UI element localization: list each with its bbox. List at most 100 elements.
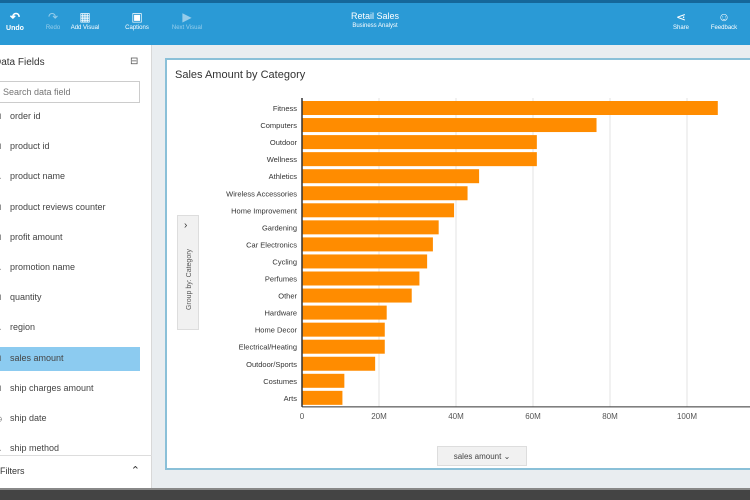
text-type-icon: A: [0, 265, 10, 272]
redo-button[interactable]: ↷ Redo: [28, 9, 78, 31]
add-visual-button[interactable]: ▦ Add Visual: [60, 9, 110, 31]
bar: [302, 356, 376, 371]
feedback-icon: ☺: [717, 10, 731, 24]
chevron-right-icon: ›: [184, 220, 188, 231]
bar: [302, 339, 385, 354]
field-item[interactable]: Aship method: [0, 437, 140, 461]
text-type-icon: A: [0, 325, 10, 332]
x-tick-label: 100M: [677, 412, 697, 421]
search-field-input[interactable]: [0, 81, 140, 103]
bar: [302, 305, 387, 320]
field-item[interactable]: Aproduct name: [0, 165, 140, 189]
chart-card: Sales Amount by Category › Group by: Cate…: [165, 58, 750, 470]
field-item[interactable]: .ılsales amount: [0, 346, 140, 371]
numeric-type-icon: .ıl: [0, 386, 10, 393]
report-title: Retail Sales Business Analyst: [350, 11, 400, 29]
category-label: Wellness: [267, 155, 298, 164]
chart-title: Sales Amount by Category: [175, 69, 306, 81]
field-item[interactable]: .ılproduct reviews counter: [0, 196, 140, 220]
bar: [302, 118, 597, 133]
field-label: ship method: [10, 443, 60, 454]
category-label: Fitness: [273, 104, 297, 113]
chevron-down-icon: ⌄: [503, 452, 511, 461]
bar: [302, 254, 428, 269]
bar: [302, 322, 385, 337]
field-label: promotion name: [10, 262, 76, 272]
share-button[interactable]: ⋖ Share: [656, 9, 706, 31]
field-item[interactable]: .ılorder id: [0, 105, 140, 129]
share-icon: ⋖: [675, 10, 687, 24]
numeric-type-icon: .ıl: [0, 235, 10, 242]
next-icon: ▶: [182, 10, 192, 24]
category-label: Home Decor: [255, 326, 298, 335]
measure-dropdown[interactable]: sales amount ⌄: [437, 446, 527, 466]
field-item[interactable]: Apromotion name: [0, 256, 140, 280]
field-item[interactable]: .ılship charges amount: [0, 377, 140, 401]
filters-section[interactable]: Filters ⌃: [0, 455, 152, 490]
category-label: Computers: [260, 121, 297, 130]
field-label: ship date: [10, 413, 47, 423]
add-visual-icon: ▦: [79, 10, 91, 24]
x-tick-label: 60M: [525, 412, 541, 421]
field-item[interactable]: Aregion: [0, 316, 140, 340]
category-label: Outdoor/Sports: [246, 360, 297, 369]
category-label: Home Improvement: [231, 206, 298, 215]
numeric-type-icon: .ıl: [0, 205, 10, 212]
category-label: Arts: [284, 394, 298, 403]
x-tick-label: 80M: [602, 412, 618, 421]
numeric-type-icon: .ıl: [0, 114, 10, 121]
x-tick-label: 20M: [371, 412, 387, 421]
top-toolbar: ↶ Undo ↷ Redo ▦ Add Visual ▣ Captions ▶ Next …: [0, 0, 750, 45]
bar: [302, 373, 345, 388]
captions-icon: ▣: [131, 10, 143, 24]
x-tick-label: 40M: [448, 412, 464, 421]
field-label: ship charges amount: [10, 382, 94, 393]
bar-chart: 0 20M 40M 60M 80M 100M Fitness Computers Outdoor…: [226, 98, 750, 421]
text-type-icon: A: [0, 174, 10, 181]
field-label: product id: [10, 141, 50, 152]
bar: [302, 390, 343, 405]
bar: [302, 203, 455, 218]
data-fields-panel: Data Fields ⊟ .ılorder id.ılproduct idAp…: [0, 45, 152, 490]
category-label: Costumes: [263, 377, 297, 386]
field-label: product name: [10, 171, 66, 182]
feedback-button[interactable]: ☺ Feedback: [699, 9, 749, 31]
field-item[interactable]: .ılproduct id: [0, 135, 140, 159]
field-item[interactable]: .ılquantity: [0, 286, 140, 310]
field-item[interactable]: ◷ship date: [0, 407, 140, 431]
category-label: Hardware: [264, 309, 297, 318]
category-label: Cycling: [272, 257, 297, 266]
captions-button[interactable]: ▣ Captions: [112, 9, 162, 31]
field-label: quantity: [10, 292, 42, 303]
undo-icon: ↶: [9, 10, 21, 24]
bar: [302, 271, 420, 286]
bar: [302, 101, 718, 115]
category-label: Gardening: [262, 223, 297, 232]
bar: [302, 288, 412, 303]
field-label: profit amount: [10, 231, 63, 242]
field-label: order id: [10, 111, 41, 121]
bar: [302, 169, 480, 184]
chevron-up-icon[interactable]: ⌃: [130, 465, 140, 477]
group-by-control[interactable]: › Group by: Category: [177, 215, 199, 330]
next-visual-button[interactable]: ▶ Next Visual: [162, 9, 212, 31]
field-label: region: [10, 322, 36, 333]
collapse-panel-icon[interactable]: ⊟: [130, 56, 139, 67]
field-label: sales amount: [10, 352, 64, 363]
category-label: Car Electronics: [246, 240, 297, 249]
category-label: Athletics: [269, 172, 298, 181]
undo-button[interactable]: ↶ Undo: [0, 9, 30, 32]
category-label: Wireless Accessories: [226, 189, 297, 198]
bar: [302, 135, 537, 150]
field-label: product reviews counter: [10, 201, 106, 212]
category-label: Perfumes: [265, 275, 297, 284]
field-item[interactable]: .ılprofit amount: [0, 226, 140, 250]
category-label: Outdoor: [270, 138, 298, 147]
category-label: Other: [278, 292, 297, 301]
redo-icon: ↷: [47, 10, 59, 24]
numeric-type-icon: .ıl: [0, 356, 10, 363]
numeric-type-icon: .ıl: [0, 144, 10, 151]
text-type-icon: A: [0, 446, 10, 453]
category-label: Electrical/Heating: [239, 343, 297, 352]
bar: [302, 186, 468, 201]
